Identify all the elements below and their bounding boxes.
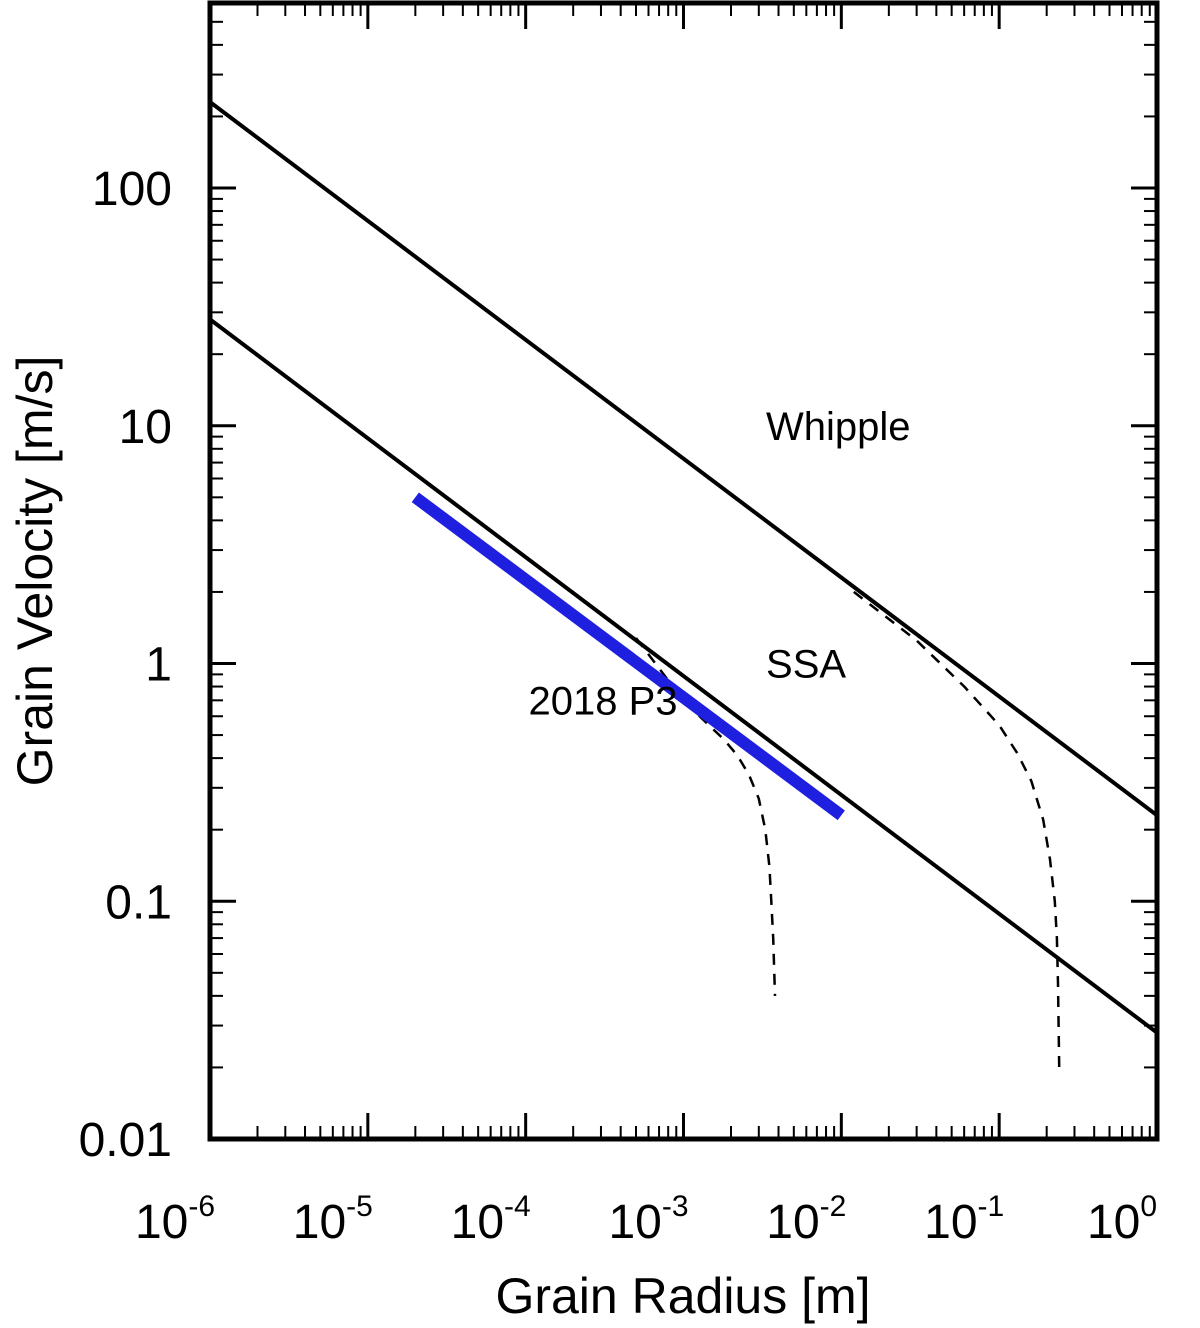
annotation-2018-p3: 2018 P3 (528, 679, 677, 723)
minor-ticks (210, 2, 1157, 1139)
series-2018-p3 (411, 492, 845, 821)
x-tick-label: 10-5 (293, 1190, 373, 1249)
y-axis-title: Grain Velocity [m/s] (7, 356, 63, 787)
x-axis-title: Grain Radius [m] (495, 1268, 870, 1324)
major-ticks (208, 3, 1159, 1141)
y-tick-labels: 0.01 0.1 1 10 100 (79, 163, 172, 1167)
x-tick-label: 100 (1087, 1190, 1157, 1249)
y-tick-label: 1 (145, 639, 172, 692)
y-tick-label: 10 (119, 401, 172, 454)
x-tick-label: 10-3 (608, 1190, 688, 1249)
x-tick-label: 10-4 (451, 1190, 531, 1249)
series-whipple-dashed (853, 590, 1061, 1068)
series-whipple (208, 100, 1159, 817)
series-ssa (208, 317, 1159, 1035)
x-tick-label: 10-2 (766, 1190, 846, 1249)
x-tick-label: 10-6 (135, 1190, 215, 1249)
y-tick-label: 100 (92, 163, 172, 216)
x-tick-label: 10-1 (924, 1190, 1004, 1249)
y-tick-label: 0.01 (79, 1114, 172, 1167)
plot-frame (207, 0, 1160, 1142)
annotation-whipple: Whipple (766, 405, 911, 449)
annotations: Whipple SSA 2018 P3 (528, 405, 910, 724)
annotation-ssa: SSA (766, 643, 846, 687)
x-tick-labels: 10-6 10-5 10-4 10-3 10-2 10-1 100 (135, 1190, 1157, 1249)
series-layer (208, 100, 1159, 1068)
y-tick-label: 0.1 (105, 876, 172, 929)
